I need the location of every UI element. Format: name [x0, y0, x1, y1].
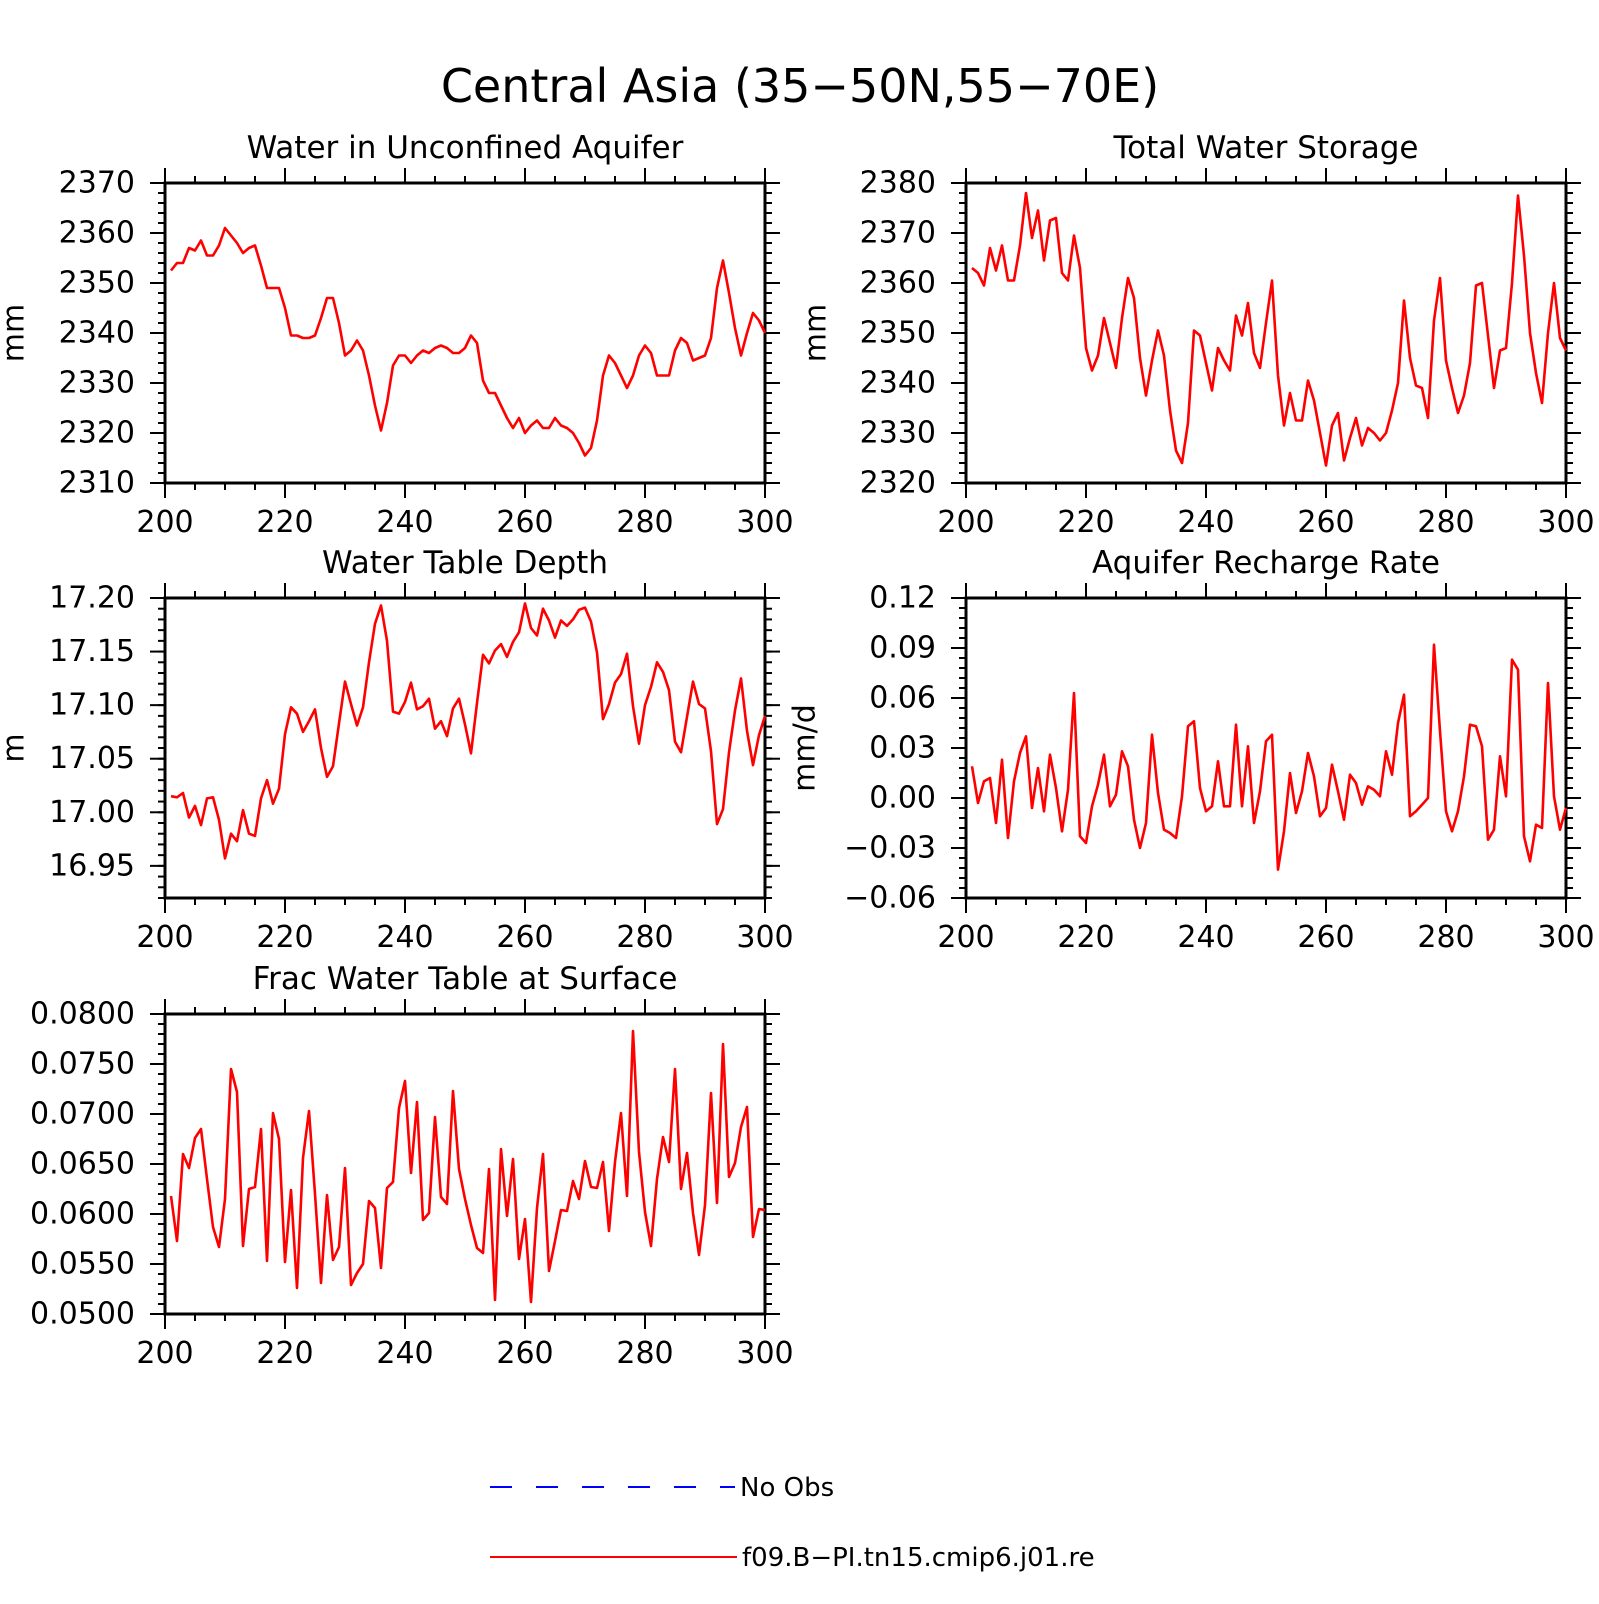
panel-title: Water in Unconfined Aquifer — [247, 130, 684, 166]
y-tick-label: −0.06 — [844, 881, 936, 916]
legend: No Obs f09.B−PI.tn15.cmip6.j01.re — [490, 1473, 1095, 1573]
y-tick-label: 2310 — [59, 466, 135, 501]
y-tick-label: 2330 — [860, 416, 936, 451]
y-tick-label: −0.03 — [844, 831, 936, 866]
plot-frame — [163, 596, 767, 900]
y-axis-label: mm — [0, 304, 32, 362]
panel-title: Total Water Storage — [1112, 130, 1418, 166]
x-tick-label: 240 — [376, 920, 433, 955]
y-axis-label: mm/d — [788, 704, 823, 792]
x-tick-label: 280 — [1417, 505, 1474, 540]
y-tick-label: 0.0550 — [30, 1247, 135, 1282]
y-tick-label: 0.0800 — [30, 997, 135, 1032]
x-tick-label: 220 — [256, 505, 313, 540]
x-tick-label: 260 — [496, 505, 553, 540]
panel-title: Aquifer Recharge Rate — [1092, 545, 1440, 581]
y-tick-label: 2330 — [59, 366, 135, 401]
y-tick-label: 17.05 — [49, 741, 135, 776]
y-tick-label: 17.20 — [49, 581, 135, 616]
x-tick-label: 280 — [616, 920, 673, 955]
panel-title: Water Table Depth — [322, 545, 608, 581]
y-tick-label: 0.09 — [869, 631, 936, 666]
x-tick-label: 200 — [136, 505, 193, 540]
x-tick-label: 260 — [1297, 920, 1354, 955]
y-axis-label: m — [0, 733, 32, 762]
x-tick-label: 220 — [256, 920, 313, 955]
x-tick-label: 220 — [1057, 505, 1114, 540]
y-tick-label: 2350 — [860, 316, 936, 351]
x-tick-label: 300 — [1537, 505, 1594, 540]
figure-title: Central Asia (35−50N,55−70E) — [441, 59, 1159, 113]
y-tick-label: 0.0700 — [30, 1097, 135, 1132]
x-tick-label: 200 — [136, 1336, 193, 1371]
y-axis-label: mm — [799, 304, 834, 362]
panel-2: Total Water Storage mm 2320 2330 2340 2350 236… — [799, 130, 1595, 540]
x-tick-label: 200 — [937, 505, 994, 540]
panel-5: Frac Water Table at Surface 0.0500 0.0550 0… — [30, 961, 794, 1371]
x-tick-label: 280 — [616, 1336, 673, 1371]
legend-no-obs-label: No Obs — [740, 1473, 834, 1503]
y-tick-label: 0.0650 — [30, 1147, 135, 1182]
plot-frame — [964, 181, 1568, 485]
x-tick-label: 220 — [1057, 920, 1114, 955]
panels: Water in Unconfined Aquifer mm 2310 2320 233… — [0, 130, 1595, 1371]
x-tick-label: 260 — [496, 920, 553, 955]
y-tick-label: 16.95 — [49, 848, 135, 883]
x-tick-label: 260 — [1297, 505, 1354, 540]
plot-frame — [964, 596, 1568, 900]
y-tick-label: 2340 — [860, 366, 936, 401]
x-tick-label: 300 — [736, 1336, 793, 1371]
series-line — [971, 191, 1568, 467]
x-tick-label: 300 — [736, 920, 793, 955]
y-tick-label: 0.0750 — [30, 1047, 135, 1082]
y-tick-label: 2320 — [59, 416, 135, 451]
y-tick-label: 0.06 — [869, 681, 936, 716]
plot-frame — [163, 181, 767, 485]
series-line — [169, 1029, 766, 1304]
plot-frame — [163, 1012, 767, 1316]
y-tick-label: 2370 — [860, 216, 936, 251]
y-tick-label: 17.00 — [49, 795, 135, 830]
y-tick-label: 2350 — [59, 266, 135, 301]
y-tick-label: 0.12 — [869, 581, 936, 616]
y-tick-label: 0.03 — [869, 731, 936, 766]
y-tick-label: 2320 — [860, 466, 936, 501]
y-tick-label: 2360 — [860, 266, 936, 301]
x-tick-label: 280 — [1417, 920, 1474, 955]
x-tick-label: 200 — [937, 920, 994, 955]
x-tick-label: 220 — [256, 1336, 313, 1371]
panel-title: Frac Water Table at Surface — [253, 961, 678, 997]
x-tick-label: 240 — [1177, 505, 1234, 540]
y-tick-label: 2370 — [59, 166, 135, 201]
panel-3: Water Table Depth m 16.95 17.00 17.05 17.10 17… — [0, 545, 794, 955]
legend-model-label: f09.B−PI.tn15.cmip6.j01.re — [742, 1543, 1095, 1573]
panel-1: Water in Unconfined Aquifer mm 2310 2320 233… — [0, 130, 794, 540]
y-tick-label: 17.10 — [49, 688, 135, 723]
series-line — [970, 643, 1568, 872]
y-tick-label: 2360 — [59, 216, 135, 251]
series-line — [169, 226, 767, 457]
panel-4: Aquifer Recharge Rate mm/d −0.06 −0.03 0.00 0… — [788, 545, 1595, 955]
x-tick-label: 300 — [736, 505, 793, 540]
x-tick-label: 240 — [376, 505, 433, 540]
x-tick-label: 200 — [136, 920, 193, 955]
x-tick-label: 300 — [1537, 920, 1594, 955]
series-line — [170, 602, 767, 860]
x-tick-label: 240 — [1177, 920, 1234, 955]
y-tick-label: 0.0500 — [30, 1297, 135, 1332]
x-tick-label: 240 — [376, 1336, 433, 1371]
y-tick-label: 2380 — [860, 166, 936, 201]
y-tick-label: 2340 — [59, 316, 135, 351]
y-tick-label: 0.0600 — [30, 1197, 135, 1232]
x-tick-label: 260 — [496, 1336, 553, 1371]
y-tick-label: 0.00 — [869, 781, 936, 816]
x-tick-label: 280 — [616, 505, 673, 540]
y-tick-label: 17.15 — [49, 634, 135, 669]
